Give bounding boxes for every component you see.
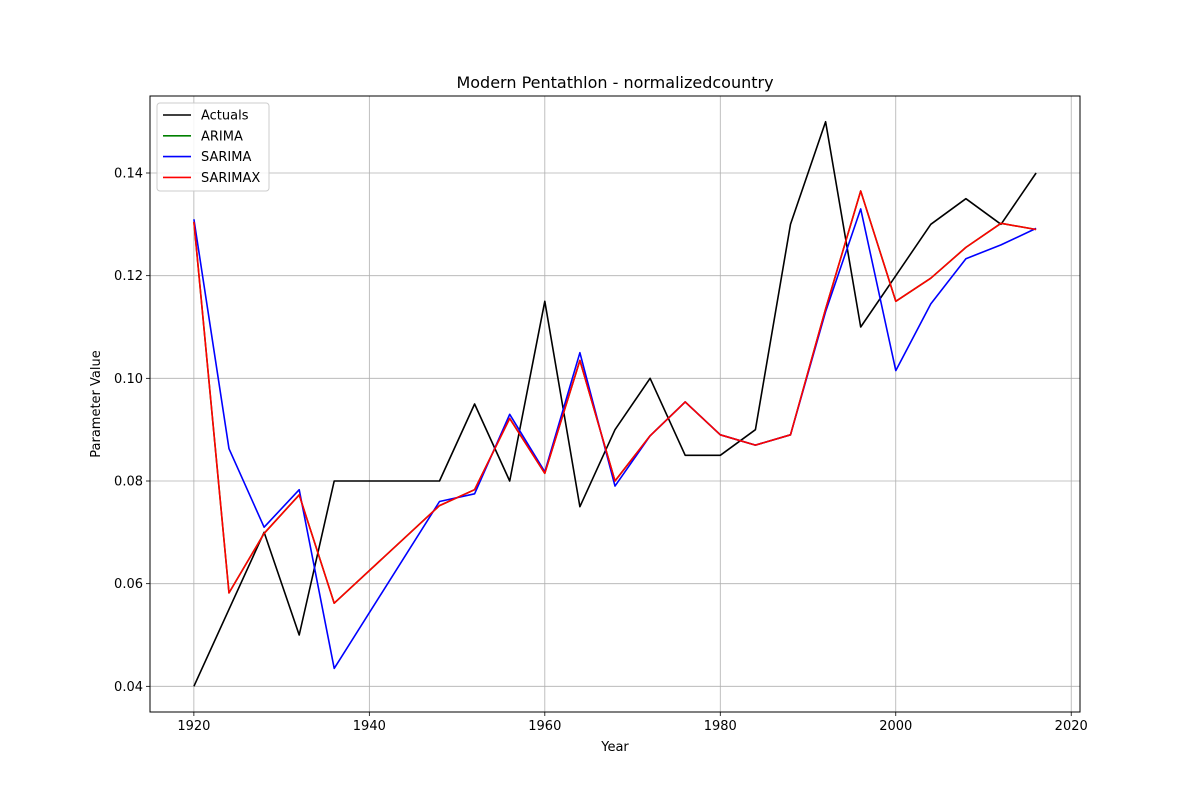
- y-axis-ticks: 0.04 0.06 0.08 0.10 0.12 0.14: [114, 167, 150, 695]
- y-tick-label: 0.08: [114, 475, 143, 490]
- x-tick-label: 1920: [177, 719, 210, 734]
- plot-frame: [149, 95, 1081, 713]
- x-tick-label: 1940: [353, 719, 386, 734]
- x-tick-label: 2000: [879, 719, 912, 734]
- chart-title: Modern Pentathlon - normalizedcountry: [456, 73, 773, 92]
- x-axis-label: Year: [600, 740, 629, 755]
- x-axis-ticks: 1920 1940 1960 1980 2000 2020: [177, 712, 1088, 734]
- y-tick-label: 0.10: [114, 372, 143, 387]
- y-axis-label: Parameter Value: [89, 350, 104, 457]
- x-tick-label: 1980: [704, 719, 737, 734]
- x-tick-label: 1960: [528, 719, 561, 734]
- y-tick-label: 0.04: [114, 680, 143, 695]
- legend-label-sarimax: SARIMAX: [201, 171, 260, 186]
- legend-label-actuals: Actuals: [201, 109, 249, 124]
- legend-label-arima: ARIMA: [201, 129, 243, 144]
- y-tick-label: 0.06: [114, 577, 143, 592]
- y-tick-label: 0.12: [114, 269, 143, 284]
- legend-label-sarima: SARIMA: [201, 150, 251, 165]
- series-group: [193, 120, 1037, 687]
- grid: [150, 96, 1080, 712]
- legend-box: [156, 102, 270, 192]
- series-line-actuals: [193, 120, 1037, 687]
- y-tick-label: 0.14: [114, 167, 143, 182]
- x-tick-label: 2020: [1055, 719, 1088, 734]
- series-line-sarimax: [193, 190, 1037, 605]
- legend: Actuals ARIMA SARIMA SARIMAX: [156, 102, 270, 192]
